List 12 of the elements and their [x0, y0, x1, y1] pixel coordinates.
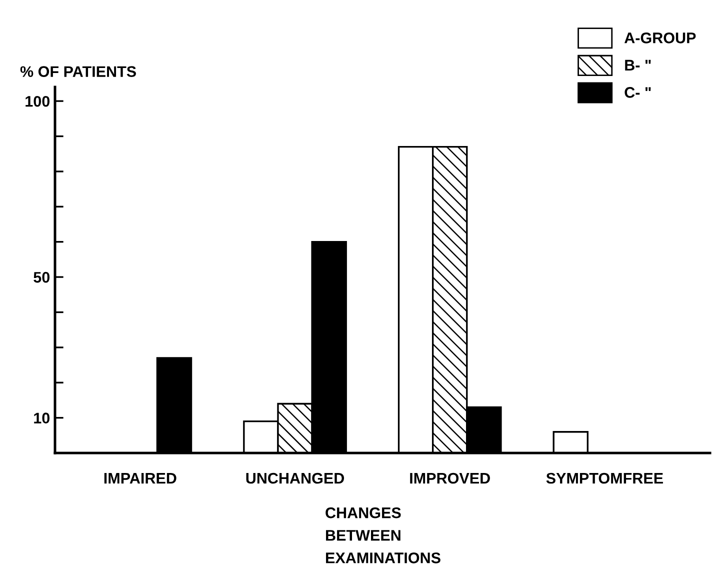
x-axis-title: CHANGES BETWEEN EXAMINATIONS [326, 507, 440, 564]
y-axis-title: % OF PATIENTS [20, 66, 136, 77]
legend-label: C- " [624, 87, 651, 98]
x-tick-label: IMPAIRED [104, 473, 176, 484]
y-tick-label: 50 [34, 272, 50, 283]
x-tick-label: SYMPTOMFREE [546, 472, 663, 484]
x-tick-label: IMPROVED [410, 472, 490, 484]
legend-label: A-GROUP [624, 32, 696, 44]
y-tick-label: 10 [34, 412, 50, 424]
legend-label: B- " [625, 60, 651, 70]
y-tick-label: 100 [26, 96, 50, 107]
x-tick-label: UNCHANGED [246, 472, 344, 484]
